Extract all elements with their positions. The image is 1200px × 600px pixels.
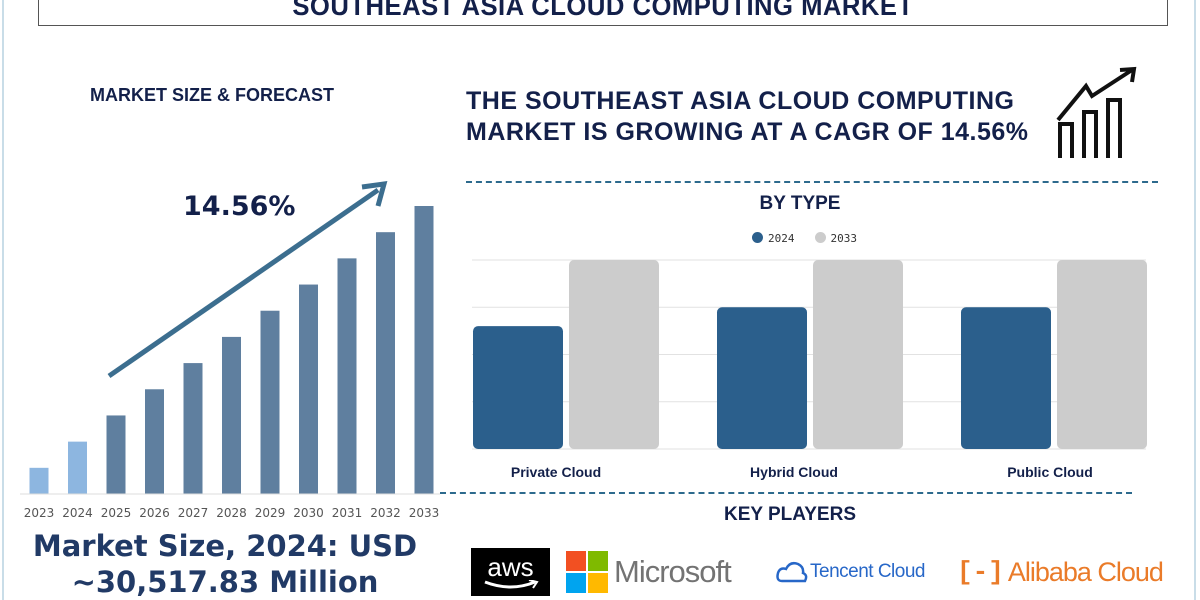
growth-chart-icon (1056, 66, 1137, 158)
microsoft-logo: Microsoft (566, 548, 732, 596)
forecast-bar-2032 (376, 232, 395, 494)
forecast-bar-2023 (29, 467, 49, 494)
year-label-2031: 2031 (331, 506, 363, 520)
cagr-headline: THE SOUTHEAST ASIA CLOUD COMPUTING MARKE… (466, 87, 1029, 146)
legend-2024: 2024 (752, 232, 795, 245)
forecast-bar-2029 (260, 310, 280, 494)
microsoft-wordmark: Microsoft (614, 554, 732, 589)
bar-public-cloud-2033 (1057, 260, 1147, 449)
alibaba-cloud-logo: [-] Alibaba Cloud (957, 548, 1164, 596)
by-type-chart (472, 259, 1147, 450)
tencent-wordmark: Tencent Cloud (810, 561, 925, 582)
year-label-2030: 2030 (293, 506, 324, 520)
market-size-line1: Market Size, 2024: USD (32, 529, 418, 563)
legend-label-2033: 2033 (830, 232, 858, 245)
year-label-2027: 2027 (177, 506, 209, 520)
key-players-heading: KEY PLAYERS (724, 504, 856, 525)
bar-hybrid-cloud-2033 (813, 260, 903, 449)
category-public-cloud: Public Cloud (1007, 464, 1093, 480)
bar-private-cloud-2024 (473, 326, 563, 449)
bar-hybrid-cloud-2024 (717, 307, 807, 449)
category-hybrid-cloud: Hybrid Cloud (750, 464, 838, 480)
forecast-bar-2027 (183, 363, 203, 494)
cagr-annotation: 14.56% (183, 191, 296, 222)
year-label-2024: 2024 (62, 506, 93, 520)
forecast-bar-2033 (414, 206, 434, 494)
bar-private-cloud-2033 (569, 260, 659, 449)
growth-arrow (107, 181, 388, 379)
year-label-2033: 2033 (408, 506, 440, 520)
alibaba-bracket-icon: [-] (957, 557, 1004, 587)
forecast-bar-2024 (68, 441, 87, 494)
market-size-text: Market Size, 2024: USD ~30,517.83 Millio… (0, 528, 450, 600)
legend-dot-2024 (752, 232, 763, 243)
legend-2033: 2033 (814, 232, 858, 245)
alibaba-wordmark: Alibaba Cloud (1007, 556, 1164, 587)
year-label-2026: 2026 (139, 506, 170, 520)
forecast-bar-2026 (145, 389, 164, 494)
forecast-bar-2025 (106, 415, 126, 494)
market-size-line2: ~30,517.83 Million (71, 565, 379, 599)
year-label-2023: 2023 (23, 506, 55, 520)
category-private-cloud: Private Cloud (510, 464, 602, 480)
tencent-cloud-icon (776, 561, 808, 583)
title-banner: SOUTHEAST ASIA CLOUD COMPUTING MARKET (38, 0, 1168, 26)
forecast-bar-2030 (299, 284, 318, 494)
year-label-2032: 2032 (370, 506, 401, 520)
market-size-heading: MARKET SIZE & FORECAST (90, 85, 335, 105)
tencent-cloud-logo: Tencent Cloud (776, 548, 925, 596)
legend-dot-2033 (814, 232, 826, 243)
year-label-2025: 2025 (100, 506, 132, 520)
by-type-heading: BY TYPE (759, 193, 841, 214)
market-forecast-chart (20, 181, 440, 495)
year-label-2029: 2029 (254, 506, 286, 520)
by-type-legend: 2024 2033 (752, 232, 857, 245)
bar-public-cloud-2024 (961, 307, 1051, 449)
divider-top (466, 181, 1158, 183)
microsoft-squares-icon (566, 551, 608, 593)
forecast-bar-2028 (222, 336, 241, 494)
aws-logo: aws (471, 548, 550, 596)
forecast-bar-2031 (337, 258, 357, 494)
divider-bottom (440, 492, 1132, 494)
year-label-2028: 2028 (216, 506, 247, 520)
page-title: SOUTHEAST ASIA CLOUD COMPUTING MARKET (292, 0, 914, 21)
legend-label-2024: 2024 (768, 232, 795, 245)
